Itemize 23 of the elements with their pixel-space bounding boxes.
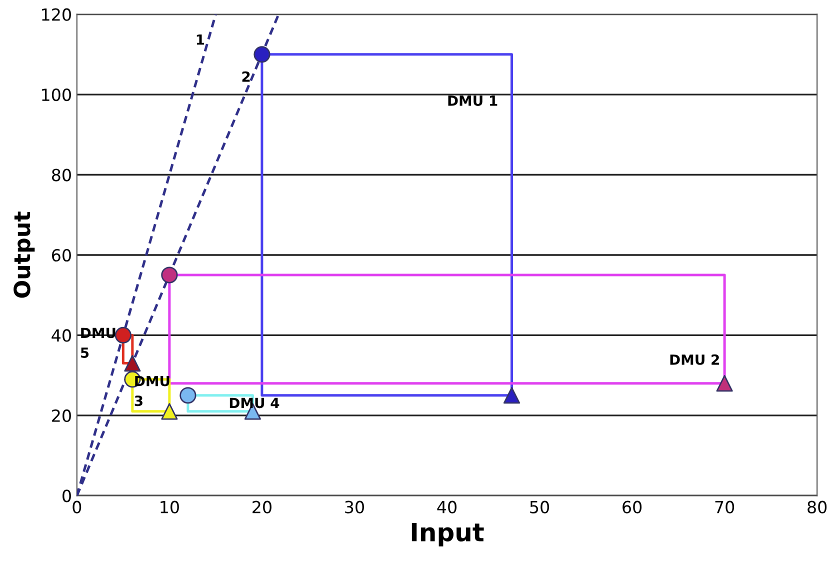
y-tick-label: 120 — [42, 8, 71, 21]
y-tick-label: 40 — [52, 329, 71, 342]
annotation: DMU 1 — [448, 96, 498, 106]
x-tick-label: 80 — [808, 500, 827, 514]
annotation: 2 — [242, 71, 250, 82]
x-tick-label: 40 — [437, 500, 456, 514]
y-tick-label: 100 — [42, 88, 71, 102]
x-tick-label: 60 — [622, 500, 642, 514]
y-tick-label: 0 — [62, 490, 71, 502]
y-tick-label: 20 — [52, 409, 71, 422]
y-tick-label: 80 — [52, 168, 71, 182]
x-tick-label: 70 — [715, 500, 734, 514]
x-axis-title: Input — [412, 522, 484, 546]
y-tick-label: 60 — [52, 248, 71, 262]
annotation: 1 — [196, 34, 204, 45]
annotation: DMU 4 — [230, 398, 280, 408]
x-tick-label: 10 — [160, 500, 179, 514]
x-tick-label: 30 — [345, 500, 364, 514]
x-tick-label: 0 — [72, 500, 82, 514]
x-tick-label: 20 — [252, 500, 272, 514]
annotation: DMU 2 — [670, 354, 719, 365]
x-tick-label: 50 — [530, 500, 550, 514]
y-axis-title: Output — [14, 212, 35, 298]
